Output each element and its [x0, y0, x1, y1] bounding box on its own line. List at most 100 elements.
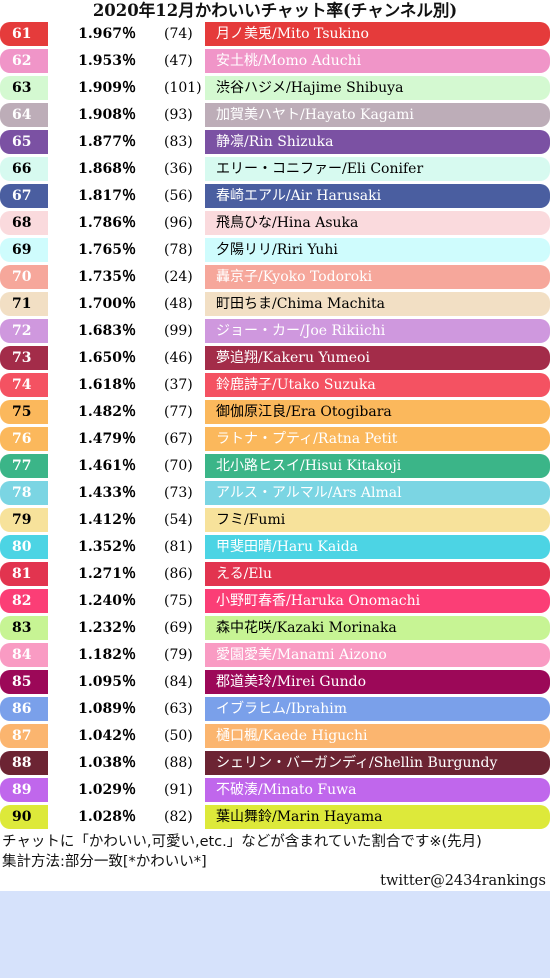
chat-count: (37) — [164, 377, 193, 393]
value-cell — [48, 481, 205, 505]
ranking-row: 64 1.908％ (93) 加賀美ハヤト/Hayato Kagami — [0, 103, 550, 127]
percentage: 1.877％ — [78, 134, 136, 150]
percentage: 1.095％ — [78, 674, 136, 690]
channel-name: える/Elu — [216, 566, 273, 582]
chat-count: (63) — [164, 701, 193, 717]
channel-name: 静凛/Rin Shizuka — [216, 134, 334, 150]
value-cell — [48, 562, 205, 586]
rank-number: 75 — [12, 404, 32, 420]
ranking-row: 79 1.412％ (54) フミ/Fumi — [0, 508, 550, 532]
chart-title: 2020年12月かわいいチャット率(チャンネル別) — [92, 1, 458, 20]
channel-name: 轟京子/Kyoko Todoroki — [216, 269, 373, 285]
ranking-row: 89 1.029％ (91) 不破湊/Minato Fuwa — [0, 778, 550, 802]
channel-name: ジョー・カー/Joe Rikiichi — [216, 323, 386, 339]
percentage: 1.909％ — [78, 80, 136, 96]
channel-name: 愛園愛美/Manami Aizono — [216, 647, 387, 663]
ranking-row: 90 1.028％ (82) 葉山舞鈴/Marin Hayama — [0, 805, 550, 829]
chat-count: (67) — [164, 431, 193, 447]
value-cell — [48, 697, 205, 721]
rank-number: 85 — [12, 674, 32, 690]
chat-count: (69) — [164, 620, 193, 636]
chat-count: (96) — [164, 215, 193, 231]
value-cell — [48, 400, 205, 424]
chat-count: (74) — [164, 26, 193, 42]
rank-number: 68 — [12, 215, 32, 231]
percentage: 1.650％ — [78, 350, 136, 366]
channel-name: 北小路ヒスイ/Hisui Kitakoji — [216, 458, 402, 474]
value-cell — [48, 778, 205, 802]
channel-name: 町田ちま/Chima Machita — [216, 296, 385, 312]
percentage: 1.765％ — [78, 242, 136, 258]
ranking-row: 68 1.786％ (96) 飛鳥ひな/Hina Asuka — [0, 211, 550, 235]
value-cell — [48, 616, 205, 640]
percentage: 1.029％ — [78, 782, 136, 798]
value-cell — [48, 373, 205, 397]
value-cell — [48, 49, 205, 73]
ranking-row: 81 1.271％ (86) える/Elu — [0, 562, 550, 586]
chat-count: (70) — [164, 458, 193, 474]
chat-count: (24) — [164, 269, 193, 285]
value-cell — [48, 535, 205, 559]
channel-name: 春崎エアル/Air Harusaki — [216, 188, 382, 204]
rank-number: 83 — [12, 620, 32, 636]
chat-count: (77) — [164, 404, 193, 420]
ranking-row: 74 1.618％ (37) 鈴鹿詩子/Utako Suzuka — [0, 373, 550, 397]
ranking-row: 67 1.817％ (56) 春崎エアル/Air Harusaki — [0, 184, 550, 208]
rank-number: 82 — [12, 593, 32, 609]
value-cell — [48, 238, 205, 262]
percentage: 1.479％ — [78, 431, 136, 447]
value-cell — [48, 130, 205, 154]
twitter-credit: twitter@2434rankings — [380, 873, 546, 889]
percentage: 1.240％ — [78, 593, 136, 609]
percentage: 1.908％ — [78, 107, 136, 123]
rank-number: 63 — [12, 80, 32, 96]
percentage: 1.618％ — [78, 377, 136, 393]
channel-name: フミ/Fumi — [216, 512, 286, 528]
ranking-row: 76 1.479％ (67) ラトナ・プティ/Ratna Petit — [0, 427, 550, 451]
footnote-line-1: チャットに「かわいい,可愛い,etc.」などが含まれていた割合です※(先月) — [2, 834, 482, 850]
rank-number: 90 — [12, 809, 32, 825]
chat-count: (36) — [164, 161, 193, 177]
chat-count: (82) — [164, 809, 193, 825]
channel-name: ラトナ・プティ/Ratna Petit — [216, 431, 398, 447]
rank-number: 80 — [12, 539, 32, 555]
ranking-row: 85 1.095％ (84) 郡道美玲/Mirei Gundo — [0, 670, 550, 694]
ranking-row: 78 1.433％ (73) アルス・アルマル/Ars Almal — [0, 481, 550, 505]
value-cell — [48, 724, 205, 748]
rank-number: 72 — [12, 323, 32, 339]
percentage: 1.683％ — [78, 323, 136, 339]
ranking-row: 83 1.232％ (69) 森中花咲/Kazaki Morinaka — [0, 616, 550, 640]
ranking-list: 61 1.967％ (74) 月ノ美兎/Mito Tsukino 62 1.953％ (47… — [0, 22, 550, 832]
percentage: 1.271％ — [78, 566, 136, 582]
ranking-row: 70 1.735％ (24) 轟京子/Kyoko Todoroki — [0, 265, 550, 289]
percentage: 1.352％ — [78, 539, 136, 555]
percentage: 1.038％ — [78, 755, 136, 771]
rank-number: 71 — [12, 296, 32, 312]
percentage: 1.735％ — [78, 269, 136, 285]
channel-name: 渋谷ハジメ/Hajime Shibuya — [216, 80, 404, 96]
chat-count: (73) — [164, 485, 193, 501]
percentage: 1.232％ — [78, 620, 136, 636]
percentage: 1.953％ — [78, 53, 136, 69]
value-cell — [48, 76, 205, 100]
ranking-row: 61 1.967％ (74) 月ノ美兎/Mito Tsukino — [0, 22, 550, 46]
chat-count: (84) — [164, 674, 193, 690]
percentage: 1.868％ — [78, 161, 136, 177]
chat-count: (88) — [164, 755, 193, 771]
percentage: 1.786％ — [78, 215, 136, 231]
percentage: 1.412％ — [78, 512, 136, 528]
rank-number: 64 — [12, 107, 32, 123]
value-cell — [48, 265, 205, 289]
chat-count: (86) — [164, 566, 193, 582]
rank-number: 66 — [12, 161, 32, 177]
channel-name: エリー・コニファー/Eli Conifer — [216, 161, 424, 177]
rank-number: 76 — [12, 431, 32, 447]
ranking-row: 88 1.038％ (88) シェリン・バーガンディ/Shellin Burgundy — [0, 751, 550, 775]
percentage: 1.042％ — [78, 728, 136, 744]
value-cell — [48, 319, 205, 343]
chat-count: (54) — [164, 512, 193, 528]
channel-name: 鈴鹿詩子/Utako Suzuka — [216, 377, 376, 393]
percentage: 1.482％ — [78, 404, 136, 420]
chat-count: (75) — [164, 593, 193, 609]
channel-name: 安土桃/Momo Aduchi — [216, 53, 362, 69]
